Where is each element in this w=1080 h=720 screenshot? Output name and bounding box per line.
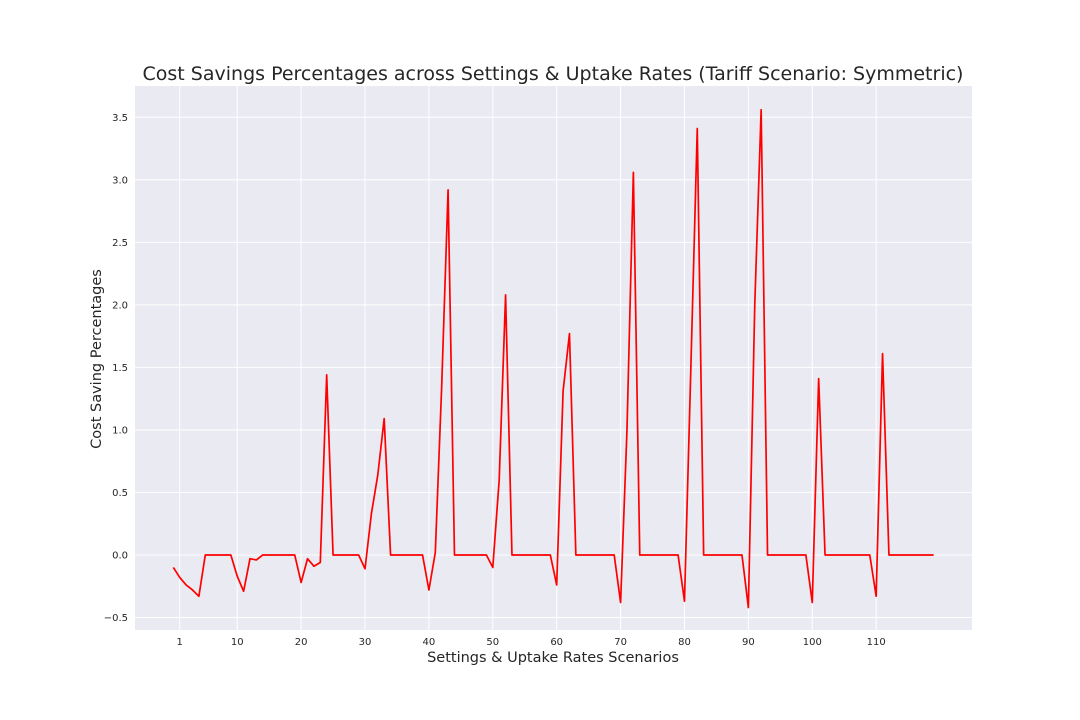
x-tick-labels: 1 10 20 30 40 50 60 70 80 90 100 110	[177, 637, 886, 648]
x-tick-label: 50	[486, 637, 499, 648]
x-tick-label: 90	[742, 637, 755, 648]
y-axis-label: Cost Saving Percentages	[89, 269, 105, 449]
y-tick-label: 1.5	[112, 363, 128, 374]
y-tick-label: 3.5	[112, 113, 128, 124]
y-tick-label: 2.5	[112, 238, 128, 249]
x-tick-label: 100	[803, 637, 822, 648]
y-tick-label: 0.5	[112, 488, 128, 499]
y-tick-labels: −0.5 0.0 0.5 1.0 1.5 2.0 2.5 3.0 3.5	[104, 113, 128, 624]
y-tick-label: 2.0	[112, 300, 128, 311]
x-gridlines	[179, 86, 877, 630]
x-tick-label: 80	[678, 637, 691, 648]
x-tick-label: 20	[295, 637, 308, 648]
x-axis-label: Settings & Uptake Rates Scenarios	[427, 650, 679, 666]
y-tick-label: −0.5	[104, 613, 128, 624]
y-tick-label: 3.0	[112, 175, 128, 186]
x-tick-label: 110	[867, 637, 886, 648]
x-tick-label: 1	[177, 637, 183, 648]
x-tick-label: 10	[231, 637, 244, 648]
series-line	[172, 108, 934, 609]
series-group	[172, 108, 934, 609]
x-tick-label: 60	[550, 637, 563, 648]
plot-area	[135, 86, 972, 630]
x-tick-label: 30	[359, 637, 372, 648]
y-tick-label: 0.0	[112, 550, 128, 561]
chart-title: Cost Savings Percentages across Settings…	[143, 63, 964, 85]
x-tick-label: 40	[423, 637, 436, 648]
y-tick-label: 1.0	[112, 425, 128, 436]
x-tick-label: 70	[614, 637, 627, 648]
